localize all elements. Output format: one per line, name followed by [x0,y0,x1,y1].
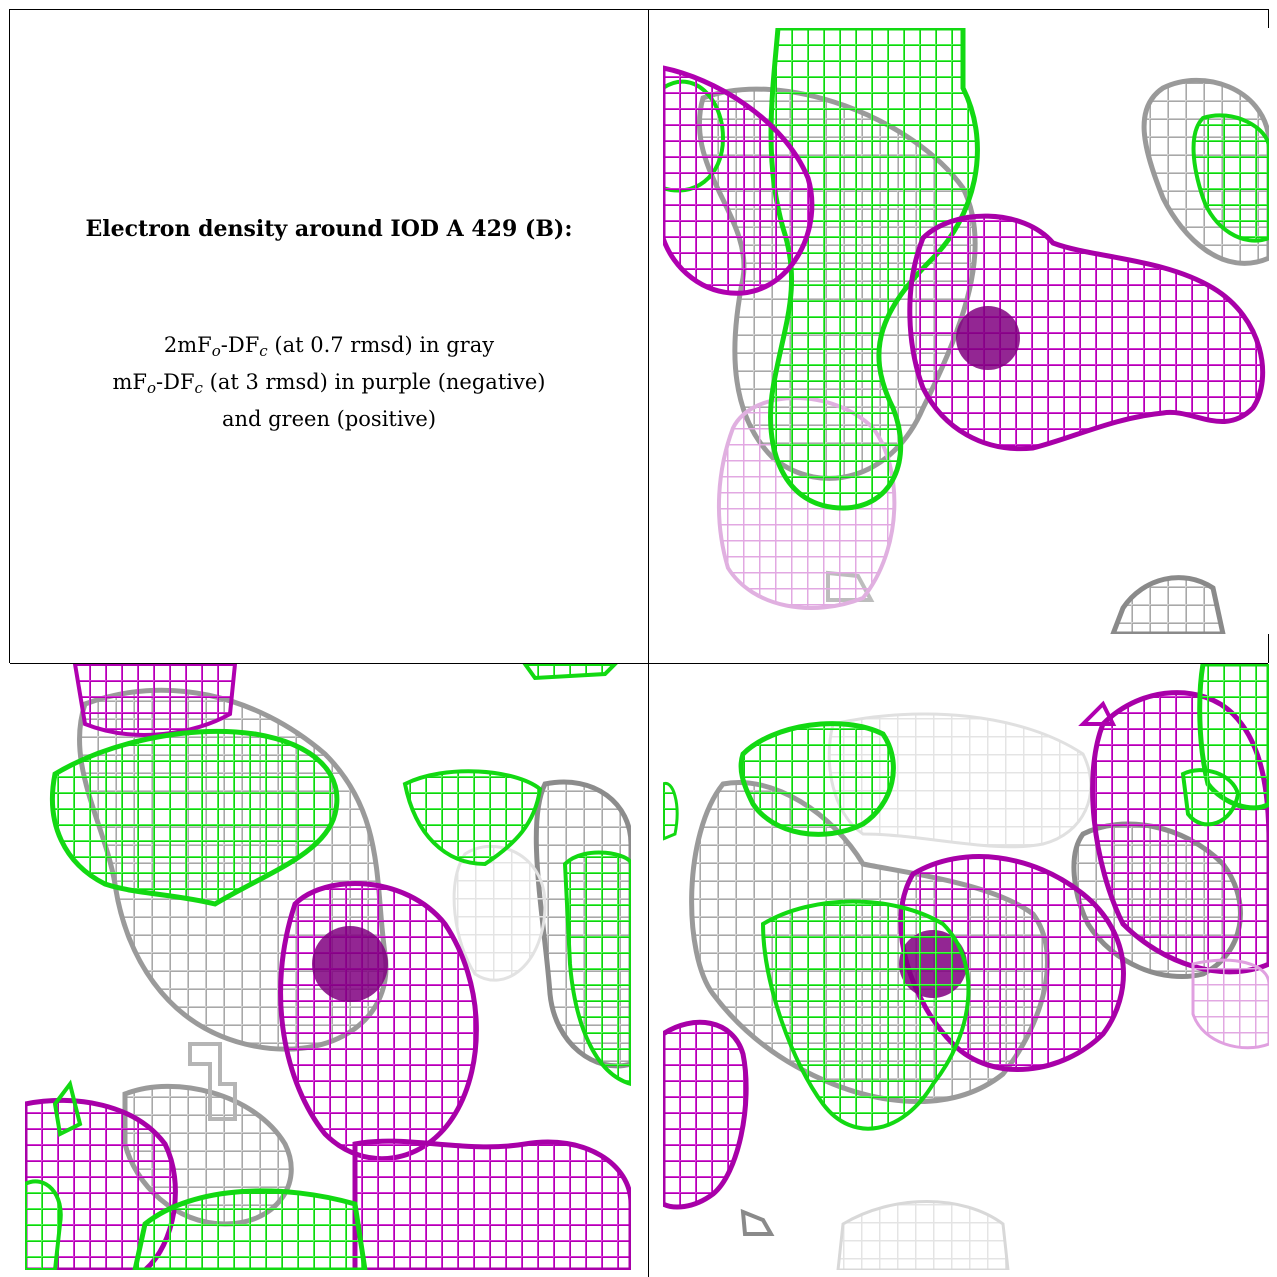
caption-line-green: and green (positive) [221,407,437,431]
caption-line-gray: 2mFo-DFc (at 0.7 rmsd) in gray [163,333,495,360]
iodide-atom [312,926,388,1002]
density-view-2 [25,664,631,1270]
green-density-mesh [663,664,1269,1131]
caption-legend: 2mFo-DFc (at 0.7 rmsd) in gray mFo-DFc (… [10,330,648,435]
green-density-mesh [25,664,631,1270]
density-view-1 [663,28,1269,634]
caption-title: Electron density around IOD A 429 (B): [85,216,573,242]
caption-line-difference: mFo-DFc (at 3 rmsd) in purple (negative) [112,370,546,397]
grid-line-left [9,9,10,663]
density-view-3 [663,664,1269,1270]
purple-density-mesh [663,65,1266,452]
grid-line-top [10,9,1268,10]
grid-line-middle [10,663,1268,664]
purple-density-mesh [25,664,631,1270]
grid-line-center [648,9,649,1277]
iodide-atom [956,306,1020,370]
figure-caption: Electron density around IOD A 429 (B): 2… [10,10,648,660]
